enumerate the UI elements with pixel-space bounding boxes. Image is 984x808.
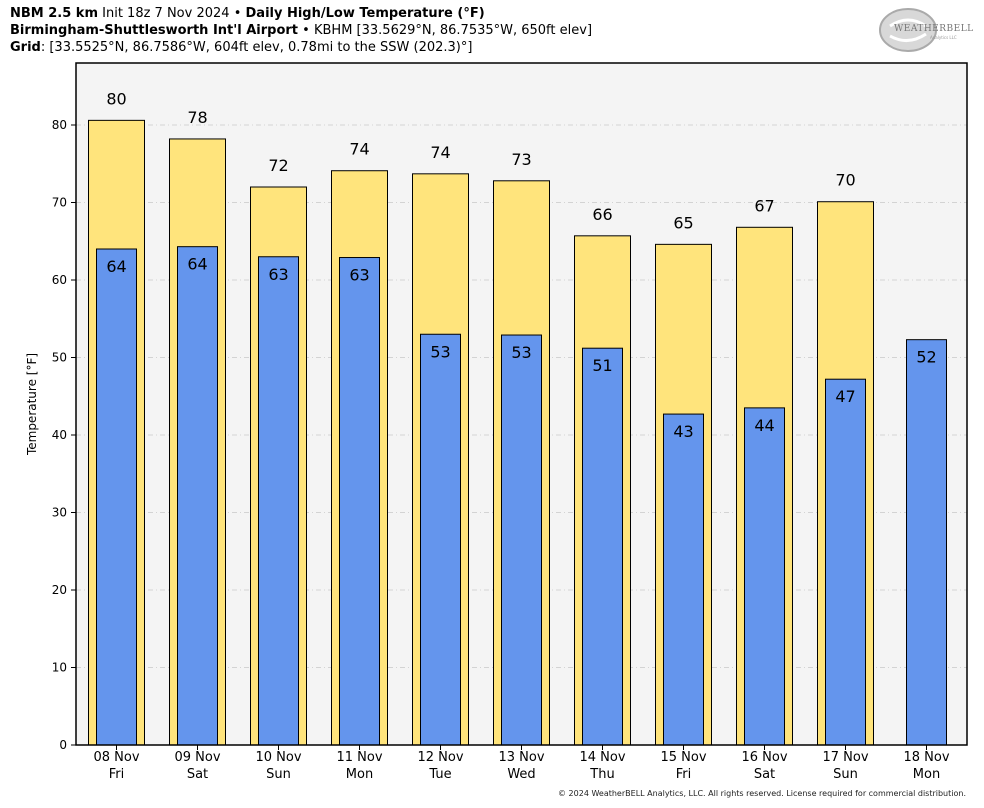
high-temp-label: 74 [430, 143, 450, 162]
y-tick-label: 70 [52, 196, 67, 210]
x-tick-label-day: Fri [676, 767, 692, 782]
x-tick-label-day: Sun [266, 767, 291, 782]
x-tick-label-date: 12 Nov [417, 750, 463, 765]
high-temp-label: 67 [754, 196, 774, 215]
y-tick-label: 50 [52, 351, 67, 365]
low-temp-bar [663, 413, 704, 746]
x-tick-label-date: 08 Nov [93, 750, 139, 765]
y-tick-label: 30 [52, 506, 67, 520]
low-temp-bar [825, 378, 866, 746]
x-tick-label-date: 10 Nov [255, 750, 301, 765]
grid-label: Grid [10, 40, 41, 55]
low-temp-label: 63 [349, 266, 369, 285]
separator: • [233, 6, 242, 21]
low-temp-label: 53 [430, 342, 450, 361]
x-tick-label-day: Sat [754, 767, 775, 782]
high-temp-label: 73 [511, 150, 531, 169]
x-tick-label-day: Wed [507, 767, 535, 782]
y-tick-label: 60 [52, 273, 67, 287]
x-tick-label-day: Mon [913, 767, 940, 782]
station-name: Birmingham-Shuttlesworth Int'l Airport [10, 23, 299, 38]
y-tick-label: 80 [52, 118, 67, 132]
x-tick-label-day: Tue [428, 767, 451, 782]
header-line-3: Grid: [33.5525°N, 86.7586°W, 604ft elev,… [10, 40, 472, 56]
y-tick-label: 0 [59, 738, 67, 752]
x-tick-label-date: 13 Nov [498, 750, 544, 765]
x-tick-label-day: Thu [589, 767, 614, 782]
separator: • [302, 23, 310, 38]
x-tick-label-day: Fri [109, 767, 125, 782]
x-tick-label-date: 09 Nov [174, 750, 220, 765]
low-temp-bar [501, 334, 542, 746]
header-line-1: NBM 2.5 km Init 18z 7 Nov 2024 • Daily H… [10, 6, 485, 22]
product-title: Daily High/Low Temperature (°F) [245, 6, 485, 21]
logo-text: WEATHERBELL [894, 24, 974, 34]
init-time: Init 18z 7 Nov 2024 [102, 6, 230, 21]
x-tick-label-date: 16 Nov [741, 750, 787, 765]
high-temp-label: 74 [349, 140, 369, 159]
x-tick-label-day: Sat [187, 767, 208, 782]
high-temp-label: 78 [187, 108, 207, 127]
x-tick-label-date: 15 Nov [660, 750, 706, 765]
x-tick-label-date: 14 Nov [579, 750, 625, 765]
station-details: KBHM [33.5629°N, 86.7535°W, 650ft elev] [313, 23, 593, 38]
y-axis-label: Temperature [°F] [25, 353, 39, 456]
low-temp-label: 63 [268, 265, 288, 284]
high-temp-label: 65 [673, 213, 693, 232]
low-temp-bar [96, 248, 137, 746]
model-name: NBM 2.5 km [10, 6, 98, 21]
low-temp-label: 47 [835, 387, 855, 406]
low-temp-label: 52 [916, 348, 936, 367]
x-tick-label-day: Sun [833, 767, 858, 782]
low-temp-bar [906, 339, 947, 746]
y-tick-label: 10 [52, 661, 67, 675]
low-temp-label: 44 [754, 416, 774, 435]
high-temp-label: 70 [835, 171, 855, 190]
high-temp-label: 72 [268, 156, 288, 175]
x-tick-label-day: Mon [346, 767, 373, 782]
low-temp-bar [744, 407, 785, 746]
y-tick-label: 40 [52, 428, 67, 442]
low-temp-label: 43 [673, 422, 693, 441]
weatherbell-logo-icon [879, 8, 937, 52]
low-temp-label: 64 [187, 255, 207, 274]
low-temp-bar [339, 257, 380, 746]
low-temp-bar [582, 347, 623, 746]
header-line-2: Birmingham-Shuttlesworth Int'l Airport •… [10, 23, 592, 39]
x-tick-label-date: 17 Nov [822, 750, 868, 765]
low-temp-label: 64 [106, 257, 126, 276]
high-temp-label: 80 [106, 89, 126, 108]
x-tick-label-date: 11 Nov [336, 750, 382, 765]
low-temp-bar [420, 333, 461, 746]
x-tick-label-date: 18 Nov [903, 750, 949, 765]
low-temp-label: 51 [592, 356, 612, 375]
high-temp-label: 66 [592, 205, 612, 224]
logo-subtext: Analytics LLC [930, 35, 957, 40]
low-temp-bar [177, 246, 218, 746]
y-tick-label: 20 [52, 583, 67, 597]
copyright-notice: © 2024 WeatherBELL Analytics, LLC. All r… [558, 789, 966, 798]
low-temp-bar [258, 256, 299, 746]
grid-details: : [33.5525°N, 86.7586°W, 604ft elev, 0.7… [40, 40, 473, 55]
low-temp-label: 53 [511, 343, 531, 362]
plot-frame [75, 62, 968, 746]
